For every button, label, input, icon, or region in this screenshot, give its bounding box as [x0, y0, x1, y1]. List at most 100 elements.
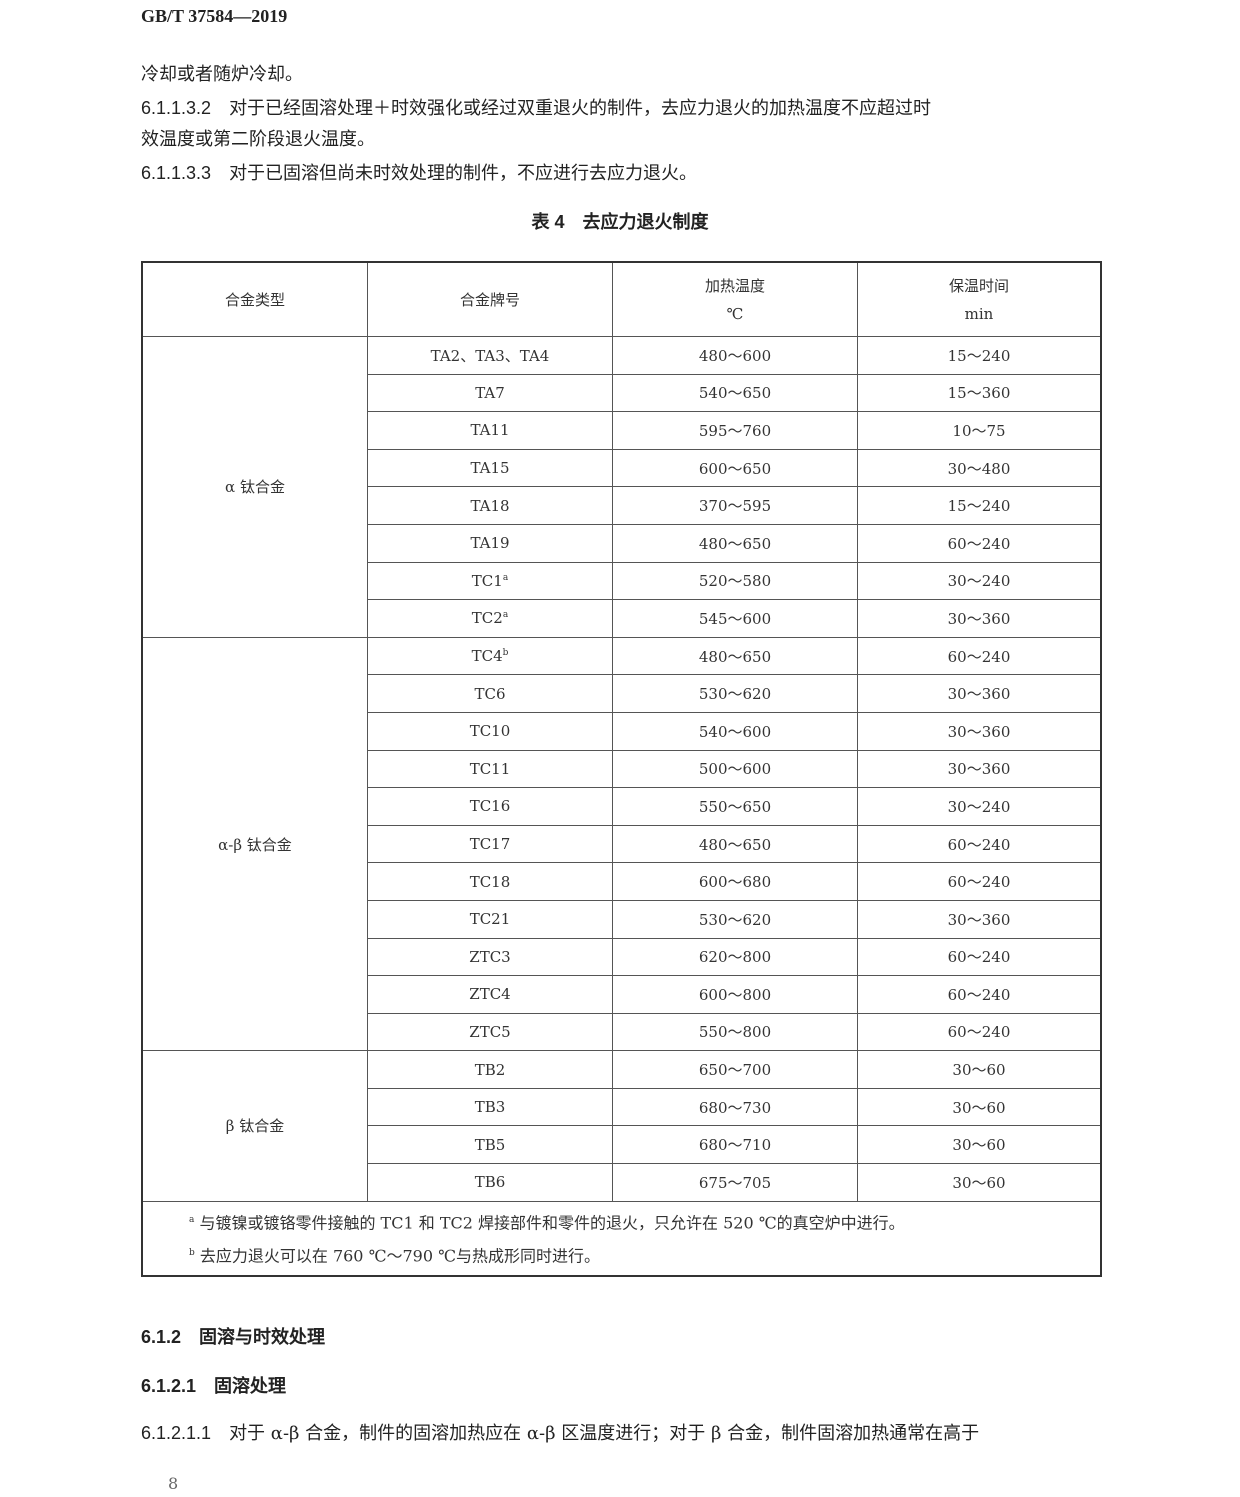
holding-time-cell: 30～240 — [857, 561, 1102, 601]
alloy-grade-cell: TB2 — [367, 1050, 613, 1089]
holding-time-cell: 30～240 — [857, 787, 1102, 826]
heating-temperature-cell: 620～800 — [612, 937, 858, 977]
alloy-grade-cell: TC16 — [367, 787, 613, 826]
alloy-grade: TC10 — [469, 722, 511, 741]
table-row: TB6 675～705 30～60 — [142, 1163, 1102, 1202]
holding-time-cell: 30～360 — [857, 674, 1102, 713]
clause-number: 6.1.1.3.3 — [141, 163, 212, 183]
alloy-grade: TC11 — [469, 759, 511, 778]
alloy-grade-cell: TA2、TA3、TA4 — [367, 336, 613, 375]
holding-time-cell: 60～240 — [857, 937, 1102, 977]
holding-time-cell: 60～240 — [857, 1012, 1102, 1052]
table-row: TC10 540～600 30～360 — [142, 711, 1102, 751]
alloy-grade-cell: TA11 — [367, 411, 613, 450]
header-holding-time: 保温时间 min — [857, 261, 1102, 337]
holding-time-cell: 30～360 — [857, 599, 1102, 638]
section-heading: 6.1.2 固溶与时效处理 — [141, 1323, 325, 1349]
paragraph: 6.1.1.3.2 对于已经固溶处理＋时效强化或经过双重退火的制件，去应力退火的加… — [141, 92, 1106, 125]
alloy-grade: TA7 — [475, 383, 505, 402]
header-label: 保温时间 — [948, 276, 1009, 295]
paragraph-text: 冷却或者随炉冷却。 — [141, 64, 303, 85]
holding-time-cell: 15～240 — [857, 486, 1102, 525]
alloy-grade-cell: TC6 — [367, 674, 613, 713]
paragraph: 冷却或者随炉冷却。 — [141, 59, 1106, 91]
heating-temperature-cell: 530～620 — [612, 899, 858, 939]
heating-temperature-cell: 545～600 — [612, 599, 858, 638]
footnote-ref: a — [502, 610, 509, 621]
alloy-grade-cell: ZTC5 — [367, 1012, 613, 1052]
heating-temperature-cell: 595～760 — [612, 411, 858, 450]
stress-relief-annealing-table: 合金类型 合金牌号 加热温度 ℃ 保温时间 min α 钛合金 TA2、TA3、TA4… — [141, 261, 1102, 1277]
alloy-grade: ZTC3 — [469, 947, 511, 966]
clause-number: 6.1.1.3.2 — [141, 98, 212, 118]
alloy-grade-cell: TC4b — [367, 636, 613, 676]
alloy-grade: TC21 — [469, 910, 511, 929]
alloy-grade-cell: TB6 — [367, 1163, 613, 1202]
heating-temperature-cell: 680～710 — [612, 1125, 858, 1165]
alloy-grade: TA2、TA3、TA4 — [430, 346, 550, 365]
alloy-grade: TC18 — [469, 872, 511, 891]
alloy-grade: TB2 — [474, 1060, 506, 1079]
heating-temperature-cell: 680～730 — [612, 1087, 858, 1127]
heating-temperature-cell: 650～700 — [612, 1050, 858, 1089]
footnote: b 去应力退火可以在 760 ℃～790 ℃与热成形同时进行。 — [189, 1238, 1100, 1271]
paragraph: 6.1.2.1.1 对于 α-β 合金，制件的固溶加热应在 α-β 区温度进行；对… — [141, 1417, 1106, 1450]
header-unit: ℃ — [726, 304, 744, 323]
heating-temperature-cell: 540～650 — [612, 373, 858, 413]
heating-temperature-cell: 520～580 — [612, 561, 858, 601]
alloy-grade-cell: TB5 — [367, 1125, 613, 1165]
alloy-grade-cell: TA19 — [367, 523, 613, 563]
alloy-grade: ZTC4 — [469, 985, 511, 1004]
table-header-row: 合金类型 合金牌号 加热温度 ℃ 保温时间 min — [141, 261, 1102, 337]
alloy-grade-cell: TC1a — [367, 561, 613, 601]
paragraph-continuation: 效温度或第二阶段退火温度。 — [141, 129, 375, 150]
footnote-mark: b — [189, 1248, 195, 1259]
alloy-grade: ZTC5 — [469, 1022, 511, 1041]
holding-time-cell: 30～60 — [857, 1050, 1102, 1089]
table-row: TA18 370～595 15～240 — [142, 486, 1102, 525]
alloy-grade: TC2 — [471, 609, 503, 628]
alloy-grade-cell: TC18 — [367, 862, 613, 901]
table-row: α 钛合金 TA2、TA3、TA4 480～600 15～240 — [141, 336, 1102, 638]
heating-temperature-cell: 675～705 — [612, 1163, 858, 1202]
heating-temperature-cell: 480～600 — [612, 336, 858, 375]
alloy-grade: TC6 — [474, 684, 506, 703]
alloy-grade-cell: TA18 — [367, 486, 613, 525]
heating-temperature-cell: 480～650 — [612, 636, 858, 676]
alloy-type-cell: α-β 钛合金 — [141, 636, 368, 1052]
table-row: TC21 530～620 30～360 — [142, 899, 1102, 939]
alloy-grade-cell: TA7 — [367, 373, 613, 413]
alloy-grade: TB3 — [474, 1098, 506, 1117]
paragraph-text: 对于已固溶但尚未时效处理的制件，不应进行去应力退火。 — [229, 163, 698, 184]
alloy-type-cell: β 钛合金 — [141, 1050, 368, 1202]
header-label: 加热温度 — [704, 276, 765, 295]
table-footnotes: a 与镀镍或镀铬零件接触的 TC1 和 TC2 焊接部件和零件的退火，只允许在 … — [141, 1200, 1102, 1277]
holding-time-cell: 30～480 — [857, 448, 1102, 488]
heating-temperature-cell: 600～650 — [612, 448, 858, 488]
alloy-grade: TC1 — [471, 571, 503, 590]
standard-number-header: GB/T 37584—2019 — [141, 6, 288, 26]
alloy-grade: TA19 — [470, 534, 510, 553]
alloy-grade: TC4 — [471, 647, 503, 666]
section-heading: 6.1.2.1 固溶处理 — [141, 1372, 286, 1398]
holding-time-cell: 60～240 — [857, 862, 1102, 901]
alloy-grade-cell: ZTC4 — [367, 975, 613, 1014]
header-heating-temperature: 加热温度 ℃ — [612, 261, 858, 337]
holding-time-cell: 30～60 — [857, 1125, 1102, 1165]
header-alloy-type: 合金类型 — [141, 261, 368, 337]
clause-number: 6.1.2.1.1 — [141, 1423, 212, 1443]
alloy-grade: TB6 — [474, 1173, 506, 1192]
alloy-grade-cell: TC10 — [367, 711, 613, 751]
table-row: ZTC5 550～800 60～240 — [142, 1012, 1102, 1052]
page-number: 8 — [168, 1474, 179, 1493]
paragraph-text: 对于 α-β 合金，制件的固溶加热应在 α-β 区温度进行；对于 β 合金，制件… — [229, 1423, 980, 1444]
table-row: α-β 钛合金 TC4b 480～650 60～240 — [141, 636, 1102, 1052]
heating-temperature-cell: 480～650 — [612, 523, 858, 563]
heating-temperature-cell: 600～800 — [612, 975, 858, 1014]
footnote-text: 与镀镍或镀铬零件接触的 TC1 和 TC2 焊接部件和零件的退火，只允许在 52… — [199, 1213, 905, 1233]
section-number: 6.1.2 — [141, 1327, 182, 1347]
alloy-grade: TC17 — [469, 835, 511, 854]
alloy-grade-cell: TC21 — [367, 899, 613, 939]
table-row: TB3 680～730 30～60 — [142, 1087, 1102, 1127]
section-title: 固溶处理 — [214, 1376, 287, 1396]
